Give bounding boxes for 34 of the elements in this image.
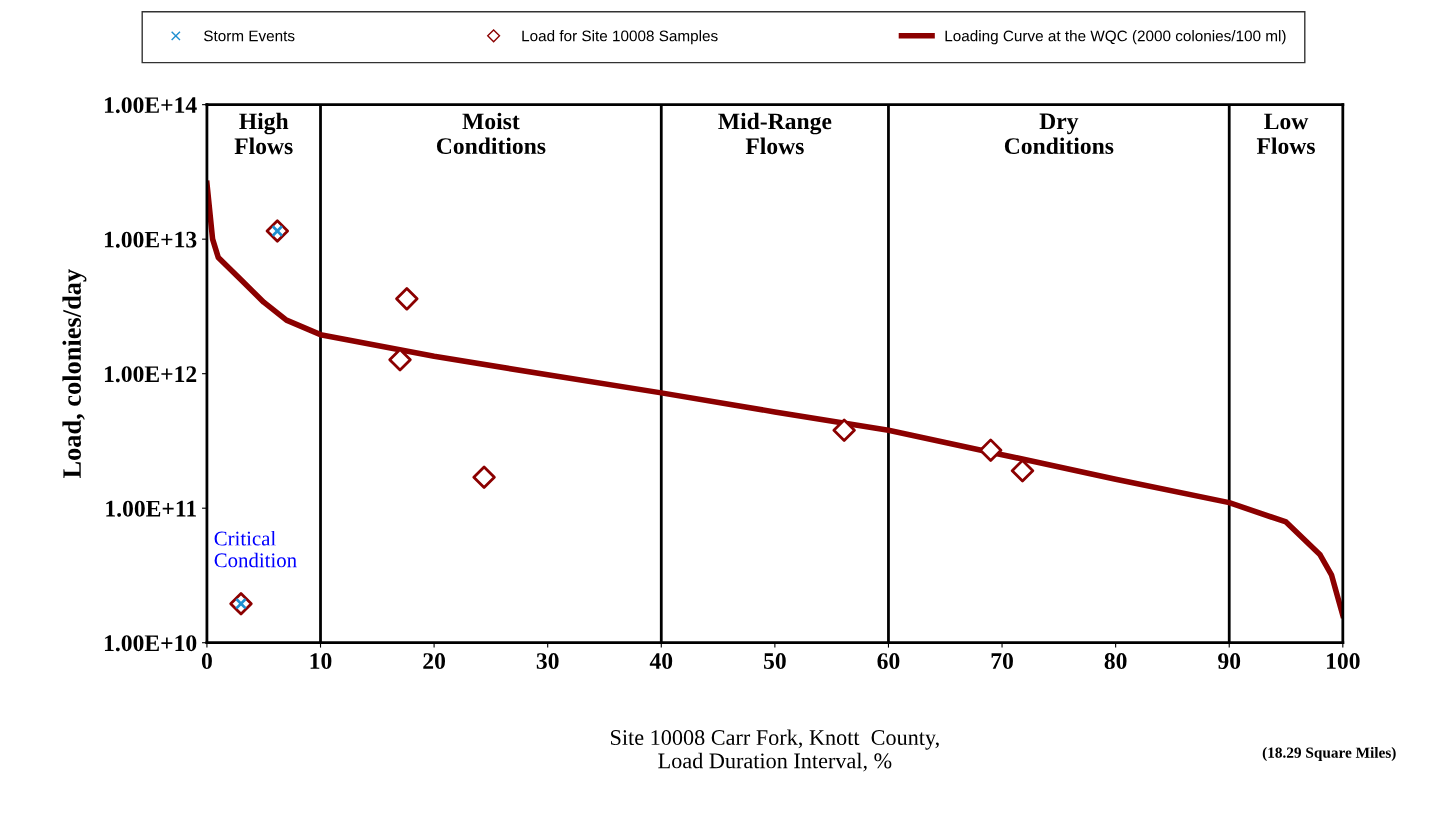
- annotation: Critical Condition: [214, 530, 297, 568]
- point: [1010, 459, 1035, 483]
- annotation: Mid-Range Flows: [718, 112, 832, 155]
- x-tick-label: 30: [536, 653, 559, 670]
- x-tick-label: 80: [1104, 653, 1127, 670]
- x-tick-label: 50: [764, 653, 786, 670]
- y-tick-label: 1.00E+10: [104, 635, 197, 652]
- annotation: Low Flows: [1256, 113, 1315, 155]
- y-axis-title: Load, colonies/day: [62, 269, 87, 479]
- annotation: High Flows: [234, 112, 293, 155]
- annotation: Moist Conditions: [436, 112, 546, 155]
- x-tick-label: 0: [201, 653, 212, 670]
- y-tick-label: 1.00E+14: [104, 97, 197, 114]
- point: [395, 287, 419, 311]
- text: (18.29 Square Miles): [1262, 747, 1396, 761]
- x-tick-label: 10: [310, 653, 332, 670]
- x-axis-title: Site 10008 Carr Fork, Knott County, Load Duration Interval, %: [611, 729, 939, 772]
- point: [472, 465, 496, 489]
- y-tick-label: 1.00E+13: [104, 231, 197, 248]
- x-tick-label: 60: [877, 653, 900, 670]
- point: [388, 348, 412, 372]
- x-tick-label: 70: [991, 653, 1013, 670]
- point: [832, 418, 856, 442]
- y-tick-label: 1.00E+11: [106, 500, 196, 517]
- legend-label: Load for Site 10008 Samples: [522, 30, 718, 45]
- y-tick-label: 1.00E+12: [104, 366, 197, 383]
- legend-label: Loading Curve at the WQC (2000 colonies/100 ml): [945, 30, 1286, 45]
- legend-label: Storm Events: [204, 30, 295, 42]
- x-tick-label: 90: [1218, 653, 1241, 670]
- point: [979, 438, 1003, 462]
- x-tick-label: 20: [423, 653, 446, 670]
- x-tick-label: 100: [1327, 653, 1360, 670]
- x-tick-label: 40: [649, 653, 673, 670]
- annotation: Dry Conditions: [1004, 113, 1114, 155]
